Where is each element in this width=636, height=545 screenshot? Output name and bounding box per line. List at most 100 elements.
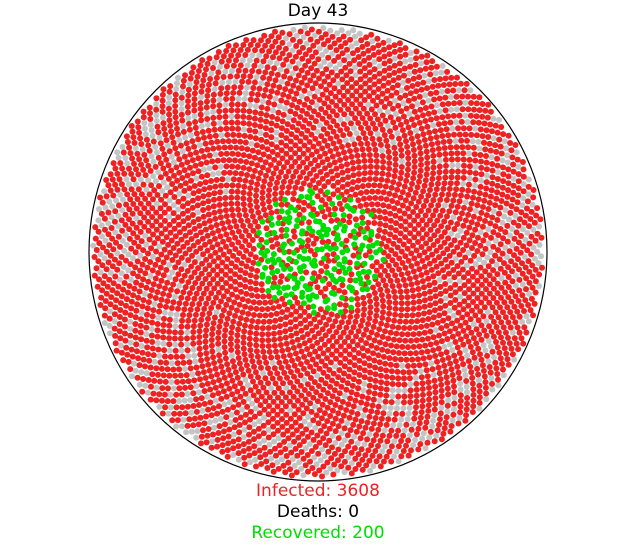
- infected-dot: [348, 120, 354, 127]
- infected-dot: [399, 202, 406, 209]
- infected-dot: [296, 415, 303, 421]
- infected-dot: [332, 428, 339, 435]
- susceptible-dot: [428, 360, 435, 367]
- infected-dot: [206, 55, 213, 62]
- infected-dot: [208, 337, 215, 343]
- infected-dot: [323, 119, 330, 126]
- infected-dot: [255, 374, 262, 381]
- infected-dot: [475, 234, 481, 241]
- infected-dot: [395, 74, 402, 81]
- infected-dot: [350, 403, 357, 410]
- infected-dot: [178, 294, 185, 301]
- infected-dot: [301, 353, 308, 360]
- infected-dot: [249, 318, 256, 324]
- susceptible-dot: [302, 445, 309, 452]
- susceptible-dot: [500, 372, 507, 379]
- susceptible-dot: [225, 176, 232, 183]
- infected-dot: [423, 240, 430, 247]
- infected-dot: [255, 433, 262, 440]
- susceptible-dot: [246, 57, 253, 64]
- infected-dot: [510, 182, 517, 189]
- infected-dot: [330, 182, 337, 189]
- infected-dot: [501, 260, 507, 267]
- infected-dot: [365, 321, 372, 327]
- infected-dot: [250, 392, 257, 399]
- infected-dot: [266, 318, 273, 325]
- infected-dot: [318, 415, 325, 422]
- infected-dot: [260, 348, 267, 355]
- infected-dot: [456, 375, 463, 382]
- infected-dot: [135, 355, 142, 362]
- infected-dot: [367, 130, 374, 137]
- infected-dot: [252, 383, 259, 390]
- infected-dot: [516, 266, 522, 273]
- infected-dot: [272, 28, 278, 35]
- infected-dot: [417, 106, 424, 113]
- infected-dot: [339, 169, 346, 176]
- infected-dot: [421, 263, 428, 270]
- infected-dot: [477, 351, 483, 358]
- infected-dot: [217, 126, 224, 133]
- susceptible-dot: [449, 347, 456, 353]
- infected-dot: [278, 169, 285, 176]
- infected-dot: [441, 362, 448, 369]
- infected-dot: [432, 353, 439, 359]
- infected-dot: [255, 149, 262, 156]
- infected-dot: [260, 384, 267, 391]
- infected-dot: [280, 164, 287, 171]
- infected-dot: [270, 423, 277, 430]
- infected-dot: [333, 329, 340, 336]
- infected-dot: [138, 191, 145, 198]
- infected-dot: [130, 270, 137, 277]
- infected-dot: [519, 159, 526, 165]
- infected-dot: [227, 224, 234, 231]
- infected-dot: [93, 265, 100, 272]
- susceptible-dot: [438, 404, 445, 411]
- infected-dot: [311, 108, 317, 115]
- susceptible-dot: [167, 404, 174, 411]
- infected-dot: [182, 284, 189, 291]
- susceptible-dot: [289, 456, 296, 463]
- infected-dot: [322, 332, 329, 339]
- infected-dot: [236, 422, 243, 428]
- susceptible-dot: [487, 343, 494, 350]
- infected-dot: [243, 316, 250, 323]
- infected-dot: [272, 445, 278, 452]
- infected-dot: [393, 261, 399, 268]
- infected-dot: [392, 124, 399, 131]
- infected-dot: [338, 463, 345, 470]
- infected-dot: [169, 134, 176, 141]
- infected-dot: [252, 369, 259, 376]
- susceptible-dot: [122, 231, 129, 238]
- susceptible-dot: [436, 277, 443, 283]
- infected-dot: [349, 186, 355, 193]
- infected-dot: [276, 160, 283, 167]
- susceptible-dot: [512, 282, 519, 289]
- susceptible-dot: [301, 418, 308, 425]
- infected-dot: [292, 316, 299, 323]
- infected-dot: [329, 377, 335, 384]
- infected-dot: [265, 198, 272, 205]
- infected-dot: [230, 318, 237, 325]
- susceptible-dot: [176, 190, 183, 197]
- infected-dot: [401, 132, 408, 139]
- susceptible-dot: [176, 398, 183, 404]
- infected-dot: [246, 166, 253, 173]
- infected-dot: [244, 146, 251, 153]
- infected-dot: [473, 326, 480, 333]
- infected-dot: [269, 243, 276, 250]
- infected-dot: [418, 156, 424, 163]
- infected-dot: [463, 406, 470, 413]
- infected-dot: [241, 454, 248, 461]
- infected-dot: [306, 313, 313, 319]
- infected-dot: [379, 126, 386, 133]
- infected-dot: [259, 164, 266, 171]
- susceptible-dot: [150, 173, 157, 180]
- infected-dot: [361, 97, 368, 103]
- infected-dot: [170, 366, 177, 373]
- infected-dot: [427, 302, 434, 309]
- infected-dot: [241, 206, 248, 213]
- susceptible-dot: [248, 140, 255, 147]
- infected-dot: [339, 377, 346, 384]
- susceptible-dot: [137, 252, 144, 259]
